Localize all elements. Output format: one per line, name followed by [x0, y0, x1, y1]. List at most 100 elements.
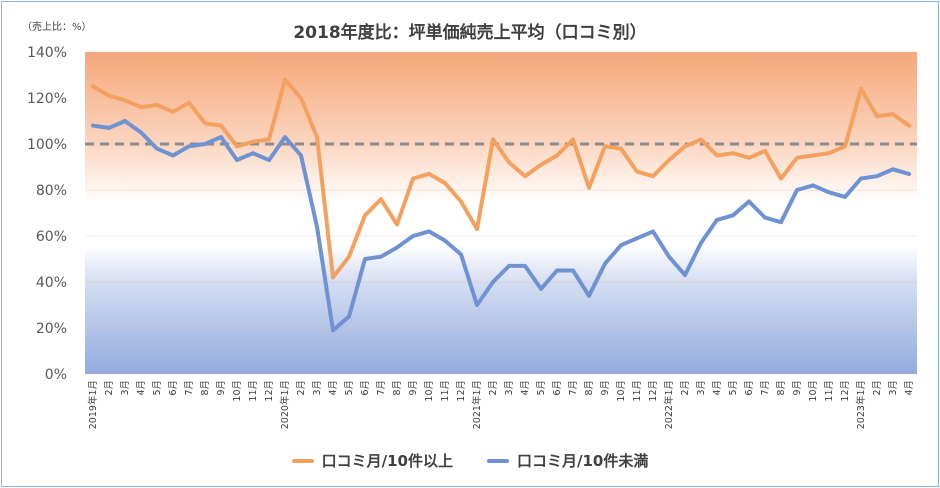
y-tick-label: 80%	[36, 183, 67, 199]
data-point	[123, 98, 127, 103]
legend-item-over-10: 口コミ月/10件以上	[291, 450, 453, 471]
x-tick-label: 11月	[248, 380, 259, 402]
x-tick-label: 8月	[200, 380, 211, 396]
data-point	[827, 151, 831, 155]
data-point	[283, 77, 287, 82]
data-point	[747, 156, 751, 160]
data-point	[251, 151, 255, 155]
data-point	[139, 130, 143, 135]
x-tick-label: 4月	[904, 380, 915, 396]
y-tick-label: 40%	[36, 275, 67, 291]
data-point	[187, 144, 191, 149]
data-point	[187, 100, 191, 105]
data-point	[875, 114, 879, 119]
data-point	[379, 197, 383, 201]
data-point	[91, 123, 95, 128]
data-point	[795, 188, 799, 192]
x-tick-label: 7月	[376, 380, 387, 396]
x-tick-label: 8月	[392, 380, 403, 396]
data-point	[811, 183, 815, 188]
data-point	[667, 254, 671, 259]
data-point	[347, 254, 351, 259]
legend: 口コミ月/10件以上 口コミ月/10件未満	[0, 450, 940, 471]
x-tick-label: 12月	[456, 380, 467, 402]
data-point	[651, 174, 655, 178]
x-tick-label: 2月	[104, 380, 115, 396]
y-tick-label: 120%	[27, 91, 67, 107]
series-line-1	[91, 119, 911, 333]
data-point	[155, 103, 159, 107]
data-point	[603, 261, 607, 266]
data-point	[907, 172, 911, 176]
data-point	[395, 222, 399, 227]
data-point	[875, 174, 879, 178]
data-point	[795, 156, 799, 160]
data-point	[235, 158, 239, 162]
data-point	[315, 225, 319, 229]
x-tick-label: 8月	[776, 380, 787, 396]
data-point	[123, 119, 127, 123]
data-point	[139, 105, 143, 109]
data-point	[747, 199, 751, 204]
x-tick-label: 2019年1月	[87, 380, 99, 429]
x-tick-label: 10月	[232, 380, 243, 402]
x-tick-label: 11月	[632, 380, 643, 402]
data-point	[219, 135, 223, 139]
x-tick-label: 7月	[568, 380, 579, 396]
y-tick-label: 140%	[27, 45, 67, 61]
legend-item-under-10: 口コミ月/10件未満	[487, 450, 648, 471]
x-tick-label: 2月	[680, 380, 691, 396]
data-point	[859, 87, 863, 91]
data-point	[891, 167, 895, 172]
x-tick-label: 12月	[264, 380, 275, 402]
data-point	[763, 149, 767, 153]
data-point	[651, 229, 655, 234]
data-point	[715, 153, 719, 158]
data-point	[203, 142, 207, 146]
data-point	[699, 137, 703, 142]
x-tick-label: 10月	[616, 380, 627, 402]
data-point	[379, 254, 383, 259]
data-point	[171, 110, 175, 114]
data-point	[635, 169, 639, 174]
x-tick-label: 11月	[440, 380, 451, 402]
series-line-0	[91, 77, 911, 280]
data-point	[363, 213, 367, 218]
data-point	[331, 328, 335, 333]
x-tick-label: 2月	[296, 380, 307, 396]
data-point	[763, 215, 767, 220]
x-tick-label: 11月	[824, 380, 835, 402]
x-tick-label: 3月	[504, 380, 515, 396]
x-tick-label: 12月	[840, 380, 851, 402]
data-point	[443, 181, 447, 185]
data-point	[299, 96, 303, 100]
data-point	[891, 112, 895, 116]
data-point	[507, 160, 511, 165]
data-point	[491, 137, 495, 142]
x-tick-label: 6月	[360, 380, 371, 396]
x-tick-label: 7月	[760, 380, 771, 396]
x-tick-label: 12月	[648, 380, 659, 402]
x-tick-label: 4月	[520, 380, 531, 396]
data-point	[555, 268, 559, 273]
x-tick-label: 9月	[216, 380, 227, 396]
data-point	[523, 174, 527, 178]
x-tick-label: 3月	[696, 380, 707, 396]
data-point	[539, 162, 543, 167]
y-tick-label: 60%	[36, 229, 67, 245]
legend-swatch-orange	[291, 458, 314, 463]
x-tick-label: 9月	[408, 380, 419, 396]
data-point	[347, 314, 351, 319]
data-point	[507, 264, 511, 268]
data-point	[331, 275, 335, 280]
y-tick-label: 0%	[45, 367, 67, 383]
x-tick-label: 10月	[424, 380, 435, 402]
x-tick-label: 2020年1月	[279, 380, 291, 429]
data-point	[667, 158, 671, 162]
x-tick-label: 5月	[344, 380, 355, 396]
data-point	[843, 144, 847, 149]
y-tick-label: 20%	[36, 321, 67, 337]
x-tick-label: 2月	[872, 380, 883, 396]
x-tick-label: 6月	[168, 380, 179, 396]
